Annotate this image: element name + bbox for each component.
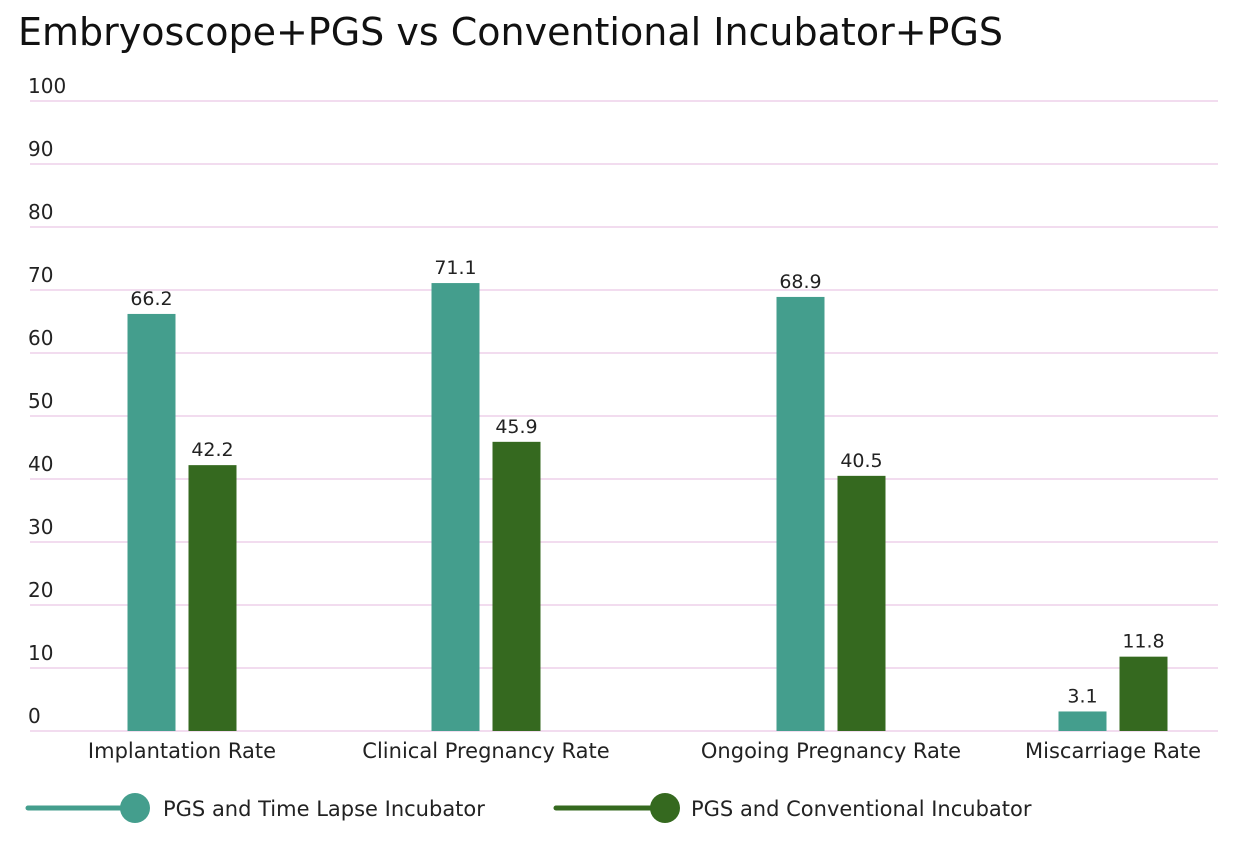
legend-marker — [120, 793, 150, 823]
bar-time-lapse — [127, 313, 176, 731]
x-category-label: Miscarriage Rate — [1025, 739, 1201, 763]
y-tick-label: 70 — [28, 263, 53, 287]
y-tick-label: 10 — [28, 641, 53, 665]
y-tick-label: 30 — [28, 515, 53, 539]
bars — [127, 283, 1168, 731]
legend: PGS and Time Lapse Incubator PGS and Conv… — [25, 793, 1032, 823]
x-category-label: Ongoing Pregnancy Rate — [701, 739, 961, 763]
y-tick-label: 40 — [28, 452, 53, 476]
legend-label: PGS and Time Lapse Incubator — [163, 797, 485, 821]
legend-marker — [650, 793, 680, 823]
data-label: 40.5 — [840, 450, 882, 472]
legend-item: PGS and Conventional Incubator — [553, 793, 1032, 823]
data-label: 68.9 — [779, 271, 821, 293]
bar-time-lapse — [431, 283, 480, 731]
bar-time-lapse — [776, 296, 825, 731]
data-label: 71.1 — [434, 257, 476, 279]
data-label: 66.2 — [130, 288, 172, 310]
y-tick-label: 0 — [28, 704, 41, 728]
y-tick-label: 20 — [28, 578, 53, 602]
bar-conventional — [188, 465, 237, 731]
category-labels: Implantation Rate Clinical Pregnancy Rate… — [88, 739, 1201, 763]
data-label: 45.9 — [495, 416, 537, 438]
bar-conventional — [837, 475, 886, 731]
data-label: 42.2 — [191, 439, 233, 461]
chart-title: Embryoscope+PGS vs Conventional Incubato… — [18, 10, 1004, 54]
bar-conventional — [1119, 656, 1168, 731]
data-label: 11.8 — [1122, 631, 1164, 653]
legend-item: PGS and Time Lapse Incubator — [25, 793, 485, 823]
y-tick-label: 90 — [28, 137, 53, 161]
y-tick-label: 100 — [28, 74, 66, 98]
y-tick-label: 80 — [28, 200, 53, 224]
x-category-label: Clinical Pregnancy Rate — [362, 739, 609, 763]
data-label: 3.1 — [1067, 685, 1097, 707]
x-category-label: Implantation Rate — [88, 739, 276, 763]
legend-label: PGS and Conventional Incubator — [691, 797, 1032, 821]
bar-time-lapse — [1058, 711, 1107, 731]
y-axis-ticks: 0 10 20 30 40 50 60 70 80 90 100 — [28, 74, 66, 728]
y-tick-label: 60 — [28, 326, 53, 350]
bar-conventional — [492, 441, 541, 731]
y-tick-label: 50 — [28, 389, 53, 413]
data-labels: 66.2 42.2 71.1 45.9 68.9 40.5 3.1 11.8 — [130, 257, 1164, 707]
